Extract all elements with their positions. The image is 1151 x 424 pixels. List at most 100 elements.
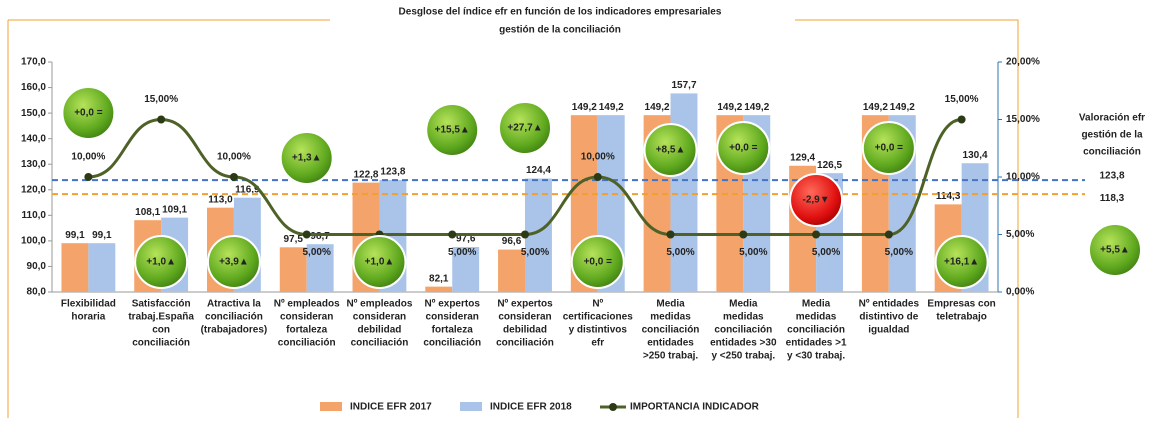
x-tick-label: Atractiva la: [207, 299, 261, 310]
badge: [61, 86, 116, 140]
bar: [425, 286, 453, 292]
bar-value-label: 98,7: [310, 231, 330, 242]
x-tick-label: medidas: [796, 312, 837, 323]
badge: [934, 235, 989, 289]
badge-label: +27,7▲: [507, 123, 542, 134]
legend-swatch: [320, 402, 342, 411]
bar-value-label: 124,4: [526, 165, 551, 176]
badge-label: +15,5▲: [435, 125, 470, 136]
x-tick-label: conciliación: [132, 338, 190, 349]
bar-value-label: 96,6: [502, 236, 522, 247]
badge: [1088, 223, 1142, 277]
y-tick-label: 130,0: [21, 159, 46, 170]
y2-tick-label: 5,00%: [1006, 229, 1034, 240]
x-tick-label: con: [152, 325, 170, 336]
line-marker: [302, 230, 311, 239]
chart-title: gestión de la conciliación: [499, 25, 621, 36]
line-marker: [739, 230, 748, 239]
y-tick-label: 170,0: [21, 57, 46, 68]
y-tick-label: 150,0: [21, 108, 46, 119]
x-tick-label: distintivo de: [859, 312, 918, 323]
badge: [279, 131, 334, 185]
badge: [643, 123, 698, 177]
bar-value-label: 108,1: [135, 207, 160, 218]
x-tick-label: Satisfacción: [132, 299, 191, 310]
x-tick-label: debilidad: [503, 325, 547, 336]
line-marker: [884, 230, 893, 239]
bar-value-label: 149,2: [717, 102, 742, 113]
line-marker: [157, 115, 166, 124]
line-marker: [666, 230, 675, 239]
bar-value-label: 149,2: [863, 102, 888, 113]
x-tick-label: Nº expertos: [425, 299, 481, 310]
legend-label: IMPORTANCIA INDICADOR: [630, 402, 760, 413]
side-label: Valoración efr: [1079, 113, 1145, 124]
badge-label: +1,0▲: [146, 257, 176, 268]
line-value-label: 10,00%: [71, 152, 105, 163]
y-tick-label: 140,0: [21, 133, 46, 144]
x-tick-label: >250 trabaj.: [643, 351, 699, 362]
badge: [498, 101, 552, 155]
x-tick-label: y distintivos: [569, 325, 628, 336]
y2-tick-label: 10,00%: [1006, 172, 1040, 183]
x-tick-label: Media: [729, 299, 758, 310]
x-tick-label: medidas: [650, 312, 691, 323]
badge-label: +3,9▲: [219, 257, 249, 268]
bar-value-label: 99,1: [92, 230, 112, 241]
bar-value-label: 99,1: [65, 230, 85, 241]
x-tick-label: entidades: [647, 338, 694, 349]
bar-value-label: 123,8: [380, 167, 405, 178]
badge-label: +0,0 =: [584, 257, 613, 268]
side-label: conciliación: [1083, 147, 1141, 158]
x-tick-label: igualdad: [868, 325, 909, 336]
line-value-label: 5,00%: [812, 247, 840, 258]
line-value-label: 5,00%: [521, 247, 549, 258]
x-tick-label: Nº empleados: [274, 299, 340, 310]
bar-value-label: 130,4: [963, 150, 988, 161]
x-tick-label: Flexibilidad: [61, 299, 116, 310]
bar-value-label: 149,2: [744, 102, 769, 113]
y-tick-label: 160,0: [21, 82, 46, 93]
bar-value-label: 149,2: [599, 102, 624, 113]
x-tick-label: Empresas con: [927, 299, 995, 310]
line-value-label: 5,00%: [303, 247, 331, 258]
y2-tick-label: 0,00%: [1006, 287, 1034, 298]
bar-value-label: 116,9: [235, 184, 260, 195]
y-tick-label: 100,0: [21, 236, 46, 247]
line-marker: [448, 230, 457, 239]
badge: [861, 121, 916, 175]
x-tick-label: efr: [591, 338, 604, 349]
x-tick-label: Media: [656, 299, 685, 310]
x-tick-label: Nº: [592, 299, 603, 310]
line-value-label: 10,00%: [217, 152, 251, 163]
bar-value-label: 82,1: [429, 273, 449, 284]
x-tick-label: certificaciones: [563, 312, 633, 323]
y2-tick-label: 20,00%: [1006, 57, 1040, 68]
legend-swatch: [609, 403, 617, 411]
bar: [306, 244, 334, 292]
reference-label: 118,3: [1100, 193, 1125, 204]
line-marker: [521, 230, 529, 239]
bar-value-label: 126,5: [817, 160, 842, 171]
legend-label: INDICE EFR 2018: [490, 402, 572, 413]
x-tick-label: entidades >30: [710, 338, 777, 349]
y2-tick-label: 15,00%: [1006, 114, 1040, 125]
side-label: gestión de la: [1081, 130, 1143, 141]
x-tick-label: Nº entidades: [859, 299, 920, 310]
reference-label: 123,8: [1099, 171, 1124, 182]
bar-value-label: 122,8: [353, 169, 378, 180]
bar-value-label: 149,2: [890, 102, 915, 113]
x-tick-label: conciliación: [642, 325, 700, 336]
line-value-label: 5,00%: [885, 247, 913, 258]
bar: [452, 247, 480, 292]
legend-swatch: [460, 402, 482, 411]
x-tick-label: y <30 trabaj.: [787, 351, 845, 362]
badge-label: +16,1▲: [944, 257, 979, 268]
line-value-label: 5,00%: [739, 247, 767, 258]
badge-label: +5,5▲: [1100, 245, 1130, 256]
y-tick-label: 80,0: [27, 287, 47, 298]
line-value-label: 5,00%: [666, 247, 694, 258]
badge-label: +8,5▲: [656, 145, 686, 156]
badge: [352, 235, 407, 289]
